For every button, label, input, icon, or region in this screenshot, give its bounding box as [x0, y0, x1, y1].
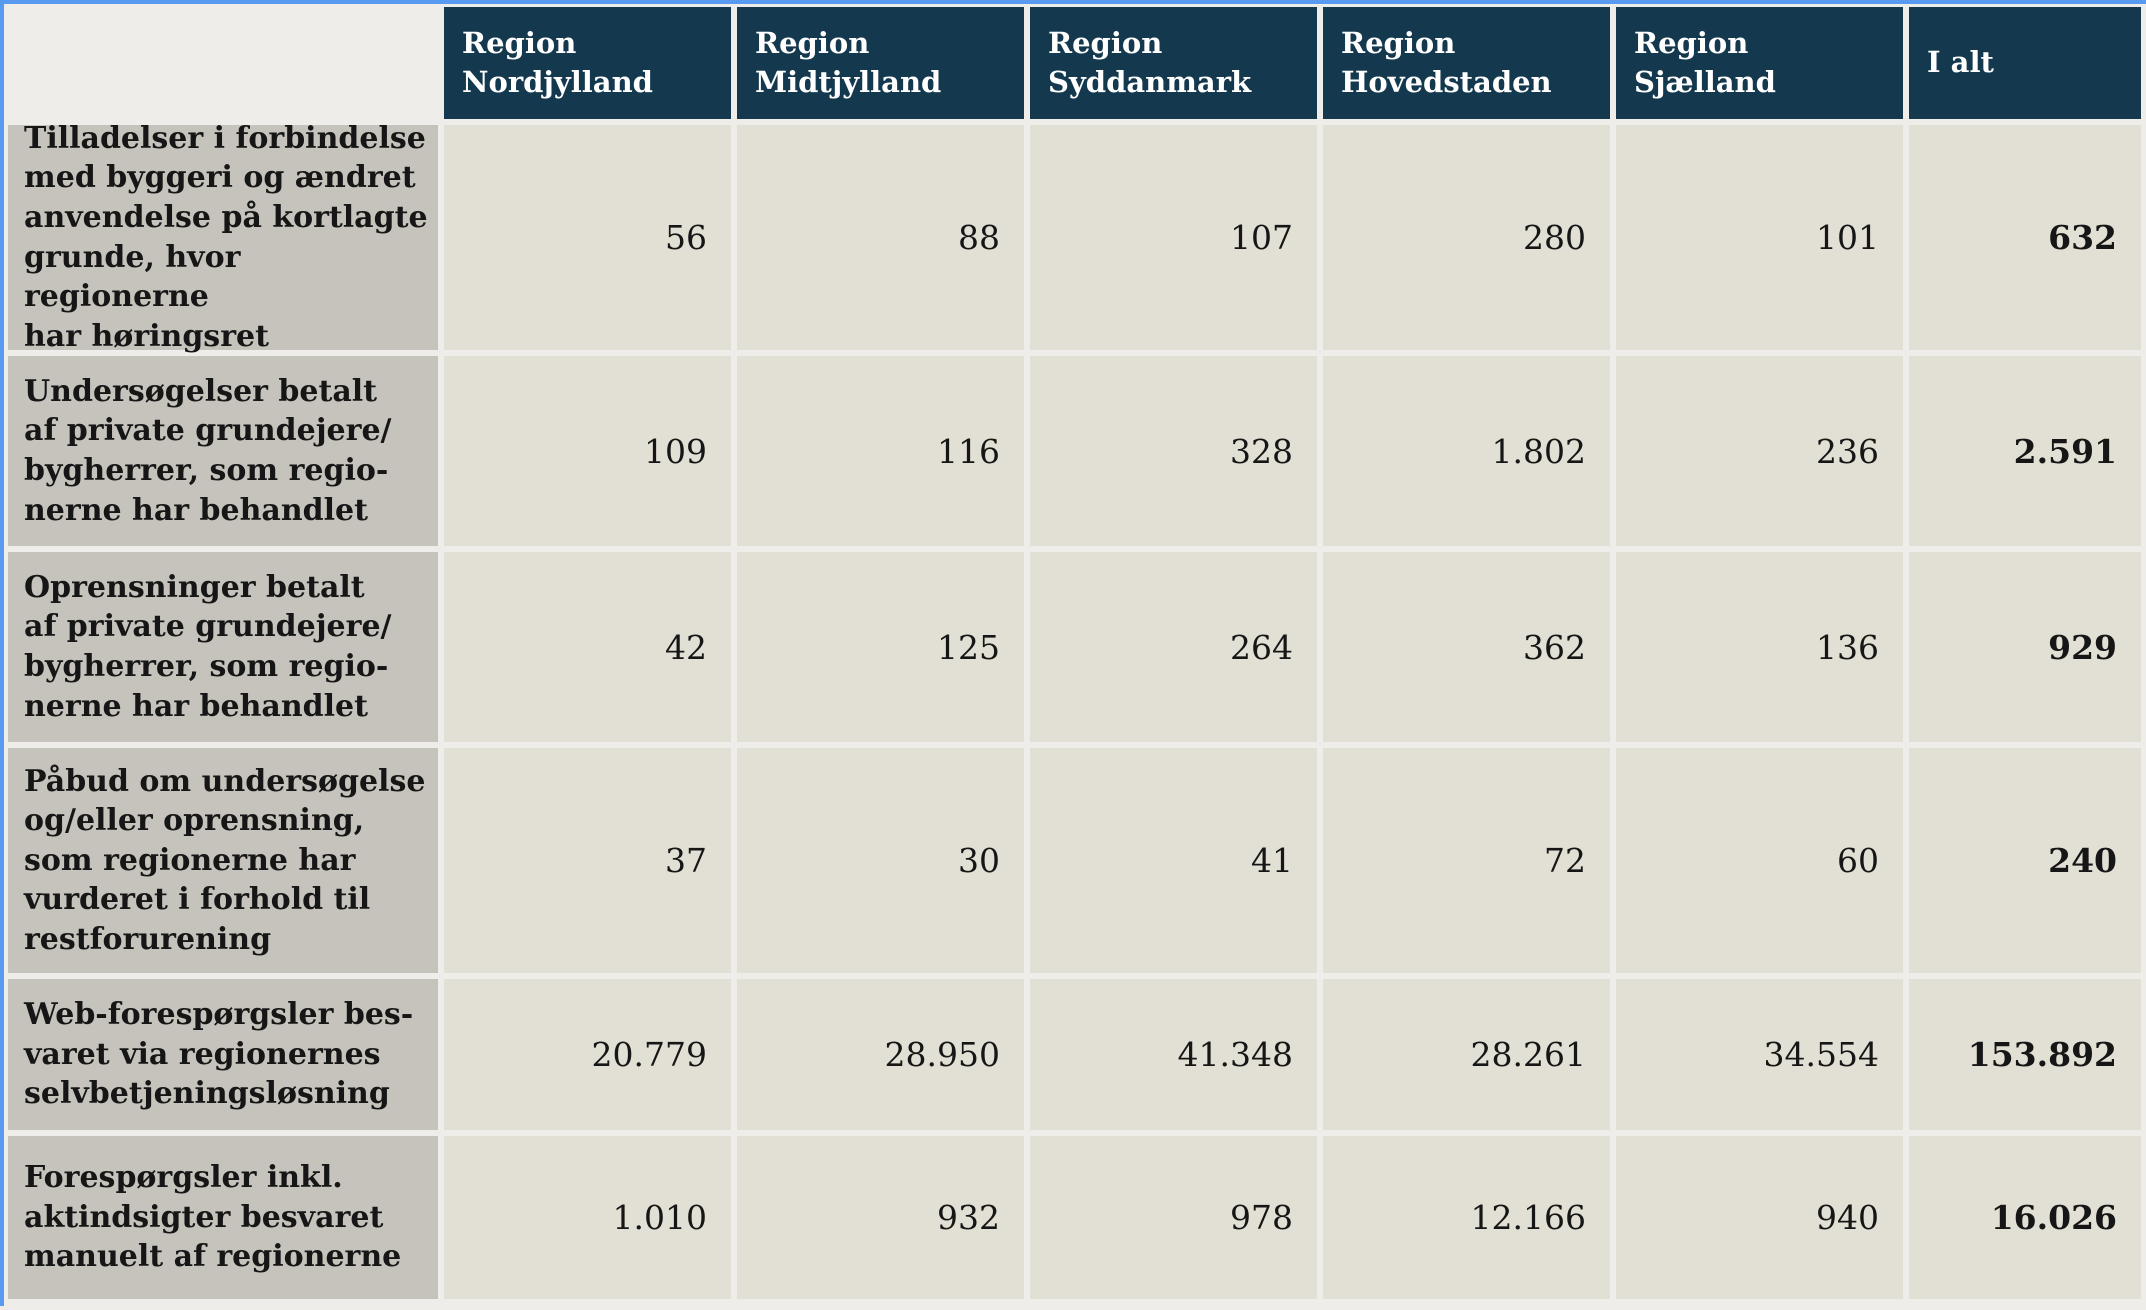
- column-header-region-nordjylland: Region Nordjylland: [444, 7, 731, 119]
- data-cell: 932: [737, 1136, 1024, 1299]
- data-cell: 109: [444, 356, 731, 546]
- data-cell: 12.166: [1323, 1136, 1610, 1299]
- data-cell: 136: [1616, 552, 1903, 742]
- data-cell: 37: [444, 748, 731, 973]
- column-header-region-hovedstaden: Region Hovedstaden: [1323, 7, 1610, 119]
- row-label-oprensninger: Oprensninger betalt af private grundejer…: [8, 552, 438, 742]
- data-cell: 940: [1616, 1136, 1903, 1299]
- data-cell: 41.348: [1030, 979, 1317, 1130]
- total-cell: 153.892: [1909, 979, 2141, 1130]
- total-cell: 16.026: [1909, 1136, 2141, 1299]
- data-cell: 1.010: [444, 1136, 731, 1299]
- total-cell: 632: [1909, 125, 2141, 350]
- data-cell: 125: [737, 552, 1024, 742]
- column-header-i-alt: I alt: [1909, 7, 2141, 119]
- total-cell: 2.591: [1909, 356, 2141, 546]
- data-cell: 978: [1030, 1136, 1317, 1299]
- data-cell: 30: [737, 748, 1024, 973]
- selection-border-left: [0, 0, 4, 1306]
- data-cell: 1.802: [1323, 356, 1610, 546]
- row-label-undersoegelser: Undersøgelser betalt af private grundeje…: [8, 356, 438, 546]
- data-cell: 101: [1616, 125, 1903, 350]
- data-cell: 264: [1030, 552, 1317, 742]
- data-cell: 236: [1616, 356, 1903, 546]
- data-cell: 28.950: [737, 979, 1024, 1130]
- selection-border-top: [0, 0, 2146, 4]
- total-cell: 240: [1909, 748, 2141, 973]
- row-label-tilladelser: Tilladelser i forbindelse med byggeri og…: [8, 121, 438, 354]
- column-header-region-sjaelland: Region Sjælland: [1616, 7, 1903, 119]
- data-cell: 41: [1030, 748, 1317, 973]
- data-cell: 328: [1030, 356, 1317, 546]
- data-cell: 34.554: [1616, 979, 1903, 1130]
- regions-statistics-table: Region Nordjylland Region Midtjylland Re…: [8, 7, 2141, 1299]
- data-cell: 20.779: [444, 979, 731, 1130]
- column-header-region-syddanmark: Region Syddanmark: [1030, 7, 1317, 119]
- data-cell: 88: [737, 125, 1024, 350]
- column-header-region-midtjylland: Region Midtjylland: [737, 7, 1024, 119]
- data-cell: 42: [444, 552, 731, 742]
- data-cell: 107: [1030, 125, 1317, 350]
- data-cell: 28.261: [1323, 979, 1610, 1130]
- corner-cell: [8, 7, 438, 119]
- data-cell: 72: [1323, 748, 1610, 973]
- data-cell: 362: [1323, 552, 1610, 742]
- row-label-web-forespoergsler: Web-forespørgsler bes- varet via regione…: [8, 979, 438, 1130]
- total-cell: 929: [1909, 552, 2141, 742]
- data-cell: 56: [444, 125, 731, 350]
- row-label-forespoergsler-manuelt: Forespørgsler inkl. aktindsigter besvare…: [8, 1136, 438, 1299]
- data-cell: 60: [1616, 748, 1903, 973]
- row-label-paabud: Påbud om undersøgelse og/eller oprensnin…: [8, 748, 438, 973]
- data-cell: 116: [737, 356, 1024, 546]
- data-cell: 280: [1323, 125, 1610, 350]
